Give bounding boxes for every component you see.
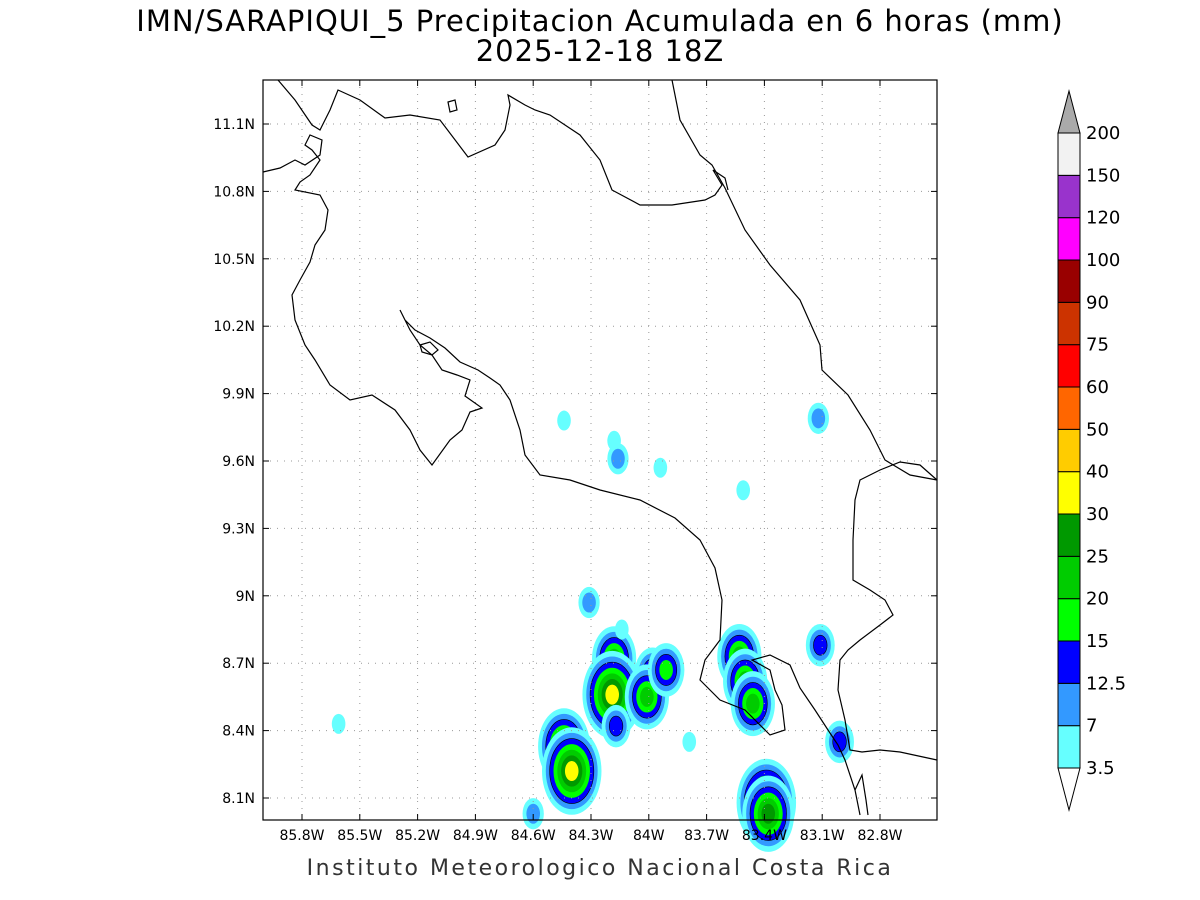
colorbar-label: 12.5: [1086, 673, 1126, 694]
pacific-coast-guanacaste: [262, 134, 861, 816]
colorbar-label: 25: [1086, 546, 1109, 567]
lon-label: 83.4W: [742, 828, 787, 844]
colorbar-label: 150: [1086, 165, 1120, 186]
colorbar-label: 7: [1086, 716, 1097, 737]
map-title: IMN/SARAPIQUI_5 Precipitacion Acumulada …: [136, 4, 1064, 38]
colorbar-label: 120: [1086, 208, 1120, 229]
colorbar-swatch: [1057, 513, 1081, 557]
colorbar-swatch: [1057, 174, 1081, 219]
rain-contour: [682, 731, 697, 752]
lon-label: 85.2W: [395, 828, 440, 844]
rain-layer: [331, 402, 854, 852]
coastline-layer: [262, 79, 938, 816]
map-frame: [262, 79, 938, 821]
lon-label: 83.1W: [800, 828, 845, 844]
colorbar-swatch: [1057, 471, 1081, 515]
rain-contour: [608, 715, 624, 737]
caribbean-coast: [671, 79, 938, 481]
rain-contour: [653, 457, 668, 478]
rain-contour: [611, 448, 625, 469]
lon-label: 84.3W: [568, 828, 613, 844]
lat-label: 8.4N: [222, 724, 255, 740]
lat-label: 10.5N: [213, 252, 255, 268]
grid-layer: [263, 80, 937, 820]
rain-contour: [615, 619, 629, 640]
rain-contour: [564, 761, 579, 782]
longitude-labels: 85.8W 85.5W 85.2W 84.9W 84.6W 84.3W 84W 83.7W 83…: [279, 828, 902, 844]
colorbar-swatch: [1057, 682, 1081, 727]
lon-label: 84.6W: [511, 828, 556, 844]
lon-label: 85.8W: [279, 828, 324, 844]
rain-contour: [659, 659, 673, 680]
lon-label: 82.8W: [857, 828, 902, 844]
colorbar-swatch: [1057, 725, 1081, 769]
lat-label: 11.1N: [213, 117, 255, 133]
footer-credit: Instituto Meteorologico Nacional Costa R…: [306, 856, 894, 881]
rain-contour: [813, 634, 828, 656]
lat-label: 9.9N: [222, 387, 255, 403]
rain-contour: [746, 693, 760, 714]
lat-label: 10.8N: [213, 184, 255, 200]
burica-peninsula: [854, 772, 869, 816]
lat-label: 8.1N: [222, 791, 255, 807]
colorbar-swatch: [1057, 640, 1081, 684]
colorbar-under-arrow: [1057, 767, 1081, 812]
colorbar-swatch: [1057, 386, 1081, 430]
rain-contour: [557, 410, 571, 431]
colorbar-swatch: [1057, 598, 1081, 642]
lat-label: 9.3N: [222, 521, 255, 537]
rain-contour: [582, 592, 596, 613]
isla-small: [447, 99, 458, 113]
rain-contour: [811, 408, 826, 429]
lon-label: 84.9W: [453, 828, 498, 844]
lat-label: 10.2N: [213, 319, 255, 335]
colorbar-label: 60: [1086, 377, 1109, 398]
rain-contour: [526, 803, 540, 824]
colorbar-swatch: [1057, 555, 1081, 600]
colorbar-swatch: [1057, 301, 1081, 346]
colorbar: 3.5 7 12.5 15 20 25 30 40 50 60 75 90 100 120 150 200: [1057, 89, 1126, 812]
colorbar-label: 75: [1086, 335, 1109, 356]
colorbar-swatch: [1057, 259, 1081, 303]
nicaragua-border: [277, 79, 729, 206]
lat-label: 8.7N: [222, 656, 255, 672]
lat-label: 9N: [236, 589, 255, 605]
rain-contour: [640, 686, 654, 707]
colorbar-swatch: [1057, 217, 1081, 261]
gulf-of-nicoya-island: [419, 341, 439, 356]
lon-label: 83.7W: [684, 828, 729, 844]
colorbar-label: 20: [1086, 589, 1109, 610]
lat-label: 9.6N: [222, 454, 255, 470]
colorbar-label: 40: [1086, 462, 1109, 483]
rain-contour: [761, 803, 776, 824]
colorbar-label: 30: [1086, 504, 1109, 525]
map-datetime: 2025-12-18 18Z: [475, 34, 725, 68]
lon-label: 84W: [633, 828, 665, 844]
colorbar-swatch: [1057, 344, 1081, 388]
panama-border: [837, 461, 938, 761]
colorbar-over-arrow: [1057, 89, 1081, 134]
colorbar-swatch: [1057, 132, 1081, 176]
lon-label: 85.5W: [337, 828, 382, 844]
latitude-labels: 11.1N 10.8N 10.5N 10.2N 9.9N 9.6N 9.3N 9N 8.7N 8.…: [213, 117, 255, 807]
rain-contour: [832, 731, 847, 753]
rain-contour: [736, 480, 751, 501]
rain-contour: [331, 713, 346, 734]
colorbar-label: 50: [1086, 419, 1109, 440]
colorbar-label: 200: [1086, 123, 1120, 144]
colorbar-swatch: [1057, 428, 1081, 473]
rain-contour: [605, 684, 619, 705]
colorbar-label: 3.5: [1086, 758, 1115, 779]
colorbar-label: 15: [1086, 631, 1109, 652]
colorbar-label: 100: [1086, 250, 1120, 271]
colorbar-label: 90: [1086, 292, 1109, 313]
